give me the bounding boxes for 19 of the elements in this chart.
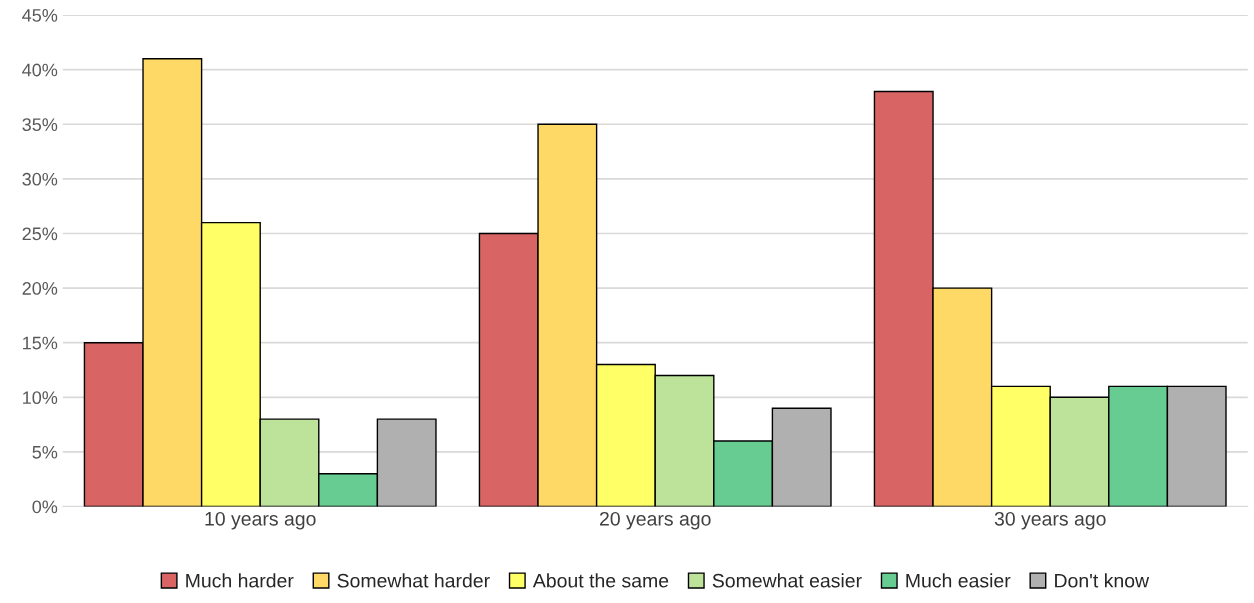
y-tick-label: 25% xyxy=(22,227,58,241)
x-tick-label: 10 years ago xyxy=(205,511,316,530)
x-tick-label: 30 years ago xyxy=(994,511,1106,530)
y-tick-label: 15% xyxy=(23,336,58,350)
legend-label: Don't know xyxy=(1055,573,1150,588)
y-tick-label: 40% xyxy=(22,63,58,77)
legend-label: Somewhat harder xyxy=(337,573,490,588)
y-tick-label: 10% xyxy=(23,391,58,405)
y-tick-label: 30% xyxy=(22,172,58,186)
y-tick-label: 35% xyxy=(22,118,58,132)
y-tick-label: 0% xyxy=(32,500,58,514)
y-tick-label: 45% xyxy=(22,9,58,22)
y-tick-label: 5% xyxy=(32,445,58,459)
legend-label: About the same xyxy=(532,573,669,588)
legend-label: Much harder xyxy=(186,573,294,588)
x-tick-label: 20 years ago xyxy=(599,511,711,530)
y-tick-label: 20% xyxy=(22,282,58,295)
legend-label: Somewhat easier xyxy=(712,573,862,588)
legend-label: Much easier xyxy=(906,573,1011,588)
